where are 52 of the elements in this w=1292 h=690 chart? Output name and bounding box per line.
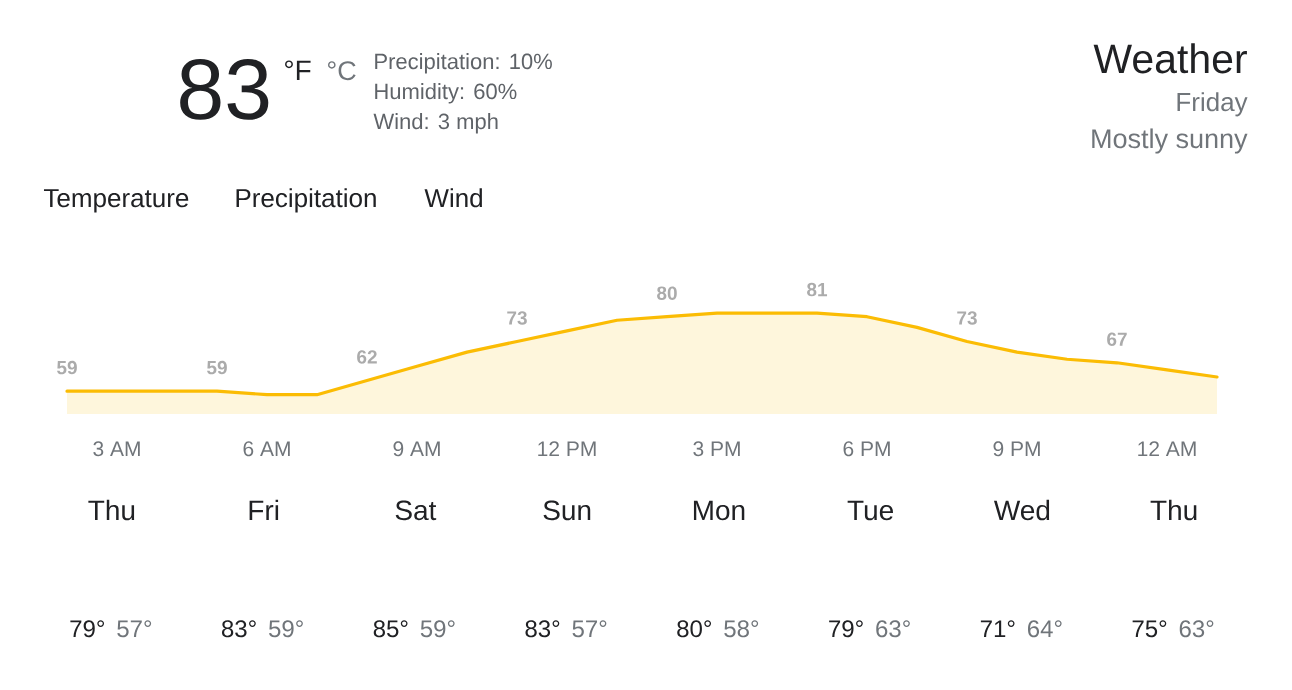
text: 59° (268, 620, 303, 638)
text: Wind (424, 188, 482, 208)
x-tick-label: 12 AM (1138, 441, 1196, 456)
text: Precipitation: 10% (375, 53, 552, 74)
x-tick-label: 12 PM (538, 441, 596, 456)
data-label: 59 (207, 360, 227, 375)
text: Friday (1177, 92, 1248, 117)
data-label: 73 (507, 311, 527, 325)
data-label: 62 (357, 350, 377, 364)
x-tick-label: 9 PM (993, 441, 1040, 457)
text: 79° (829, 620, 863, 638)
text: 58° (724, 620, 759, 638)
text: 63° (876, 620, 910, 638)
text: 71° (980, 620, 1015, 637)
text: Mostly sunny (1092, 128, 1248, 154)
text: 79° (70, 620, 105, 638)
data-label: 73 (957, 311, 977, 325)
data-label: 81 (807, 282, 828, 297)
text: Humidity: 60% (375, 83, 517, 104)
category-label: Sun (543, 500, 591, 521)
text: 64° (1027, 620, 1062, 638)
data-label: 80 (657, 286, 677, 300)
x-tick-label: 6 PM (843, 441, 890, 457)
category-label: Thu (88, 499, 135, 521)
text: 83 (180, 58, 269, 120)
x-tick-label: 3 PM (693, 441, 740, 457)
text: 80° (677, 620, 712, 638)
category-label: Wed (993, 499, 1050, 521)
category-label: Thu (1150, 499, 1197, 521)
text: °C (328, 61, 356, 81)
text: Wind: 3 mph (373, 113, 498, 134)
text: 83° (525, 620, 560, 638)
category-label: Fri (249, 499, 279, 520)
category-label: Sat (395, 500, 437, 521)
text: 75° (1132, 620, 1167, 638)
x-tick-label: 9 AM (393, 441, 440, 457)
data-label: 67 (1107, 332, 1127, 346)
text: Weather (1093, 43, 1247, 74)
text: 57° (572, 620, 607, 638)
text: 85° (373, 620, 408, 638)
category-label: Tue (847, 500, 893, 521)
text: 83° (221, 620, 256, 638)
x-tick-label: 3 AM (93, 441, 140, 457)
text: 59° (420, 620, 455, 638)
x-tick-label: 6 AM (243, 441, 290, 457)
text: 57° (117, 620, 152, 638)
text: 63° (1179, 620, 1214, 638)
text: °F (285, 60, 311, 80)
text: Temperature (43, 189, 189, 213)
text: Precipitation (236, 188, 376, 213)
data-label: 59 (57, 360, 77, 375)
category-label: Mon (693, 500, 745, 521)
